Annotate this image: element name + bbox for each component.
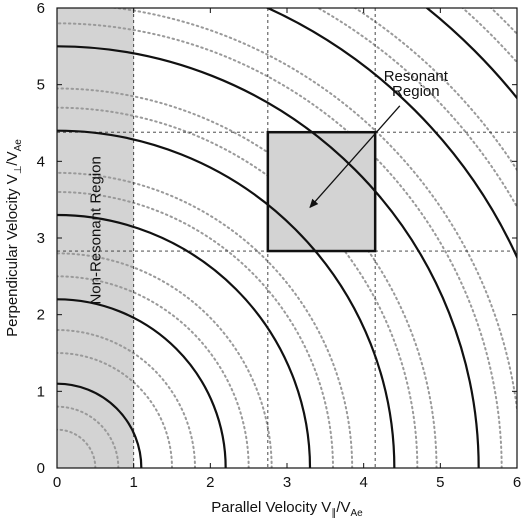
dotted-contour-9 (57, 87, 438, 468)
x-tick-label-2: 2 (206, 474, 214, 491)
x-axis-title: Parallel Velocity V∥/VAe (211, 499, 363, 519)
x-tick-label-4: 4 (359, 474, 367, 491)
plot-area (57, 8, 517, 468)
non-resonant-label: Non-Resonant Region (87, 156, 104, 304)
x-tick-label-5: 5 (436, 474, 444, 491)
x-axis-title-suffix: /V (336, 499, 350, 516)
solid-contours (57, 8, 517, 468)
solid-contour-1 (57, 298, 227, 468)
y-axis-title-suffix: /V (4, 151, 21, 165)
dotted-contour-15 (489, 8, 517, 36)
y-axis-title-sub: ⊥ (13, 166, 24, 175)
dotted-contour-0 (57, 428, 97, 468)
resonant-label-line1: Resonant (384, 68, 449, 85)
dotted-contour-7 (57, 171, 354, 468)
dotted-contour-1 (57, 405, 120, 468)
resonant-arrow (309, 105, 401, 209)
dotted-contour-2 (57, 352, 173, 468)
x-axis-title-main: Parallel Velocity V (211, 499, 331, 516)
resonant-region (266, 130, 377, 253)
solid-contour-6 (425, 8, 517, 100)
y-tick-label-5: 5 (37, 77, 45, 94)
y-tick-label-4: 4 (37, 153, 45, 170)
x-tick-label-3: 3 (283, 474, 291, 491)
y-tick-label-0: 0 (37, 460, 45, 477)
x-tick-label-0: 0 (53, 474, 61, 491)
dotted-contour-8 (57, 106, 419, 468)
non-resonant-region (57, 8, 134, 468)
dotted-contour-14 (461, 8, 517, 64)
y-axis-title-suffix-sub: Ae (13, 139, 24, 152)
y-tick-label-6: 6 (37, 0, 45, 17)
dotted-contour-3 (57, 329, 196, 468)
axis-ticks: 0 1 2 3 4 5 6 0 1 2 3 4 5 6 (37, 0, 522, 491)
dotted-contour-4 (57, 275, 250, 468)
dotted-contour-11 (107, 8, 517, 418)
solid-contour-2 (57, 213, 312, 468)
solid-contour-5 (264, 8, 517, 261)
dotted-contour-12 (316, 8, 517, 209)
y-tick-label-1: 1 (37, 383, 45, 400)
y-tick-label-3: 3 (37, 230, 45, 247)
solid-contour-0 (57, 382, 143, 468)
dotted-contour-13 (353, 8, 517, 172)
solid-contour-4 (57, 45, 480, 468)
y-tick-label-2: 2 (37, 307, 45, 324)
x-tick-label-6: 6 (513, 474, 521, 491)
resonant-label-line2: Region (392, 83, 440, 100)
x-axis-title-sub: ∥ (331, 508, 336, 519)
dotted-contour-6 (57, 191, 334, 468)
y-axis-title: Perpendicular Velocity V⊥/VAe (4, 139, 24, 337)
x-axis-title-suffix-sub: Ae (351, 508, 364, 519)
y-axis-title-main: Perpendicular Velocity V (4, 174, 21, 337)
x-tick-label-1: 1 (129, 474, 137, 491)
solid-contour-3 (57, 129, 396, 468)
